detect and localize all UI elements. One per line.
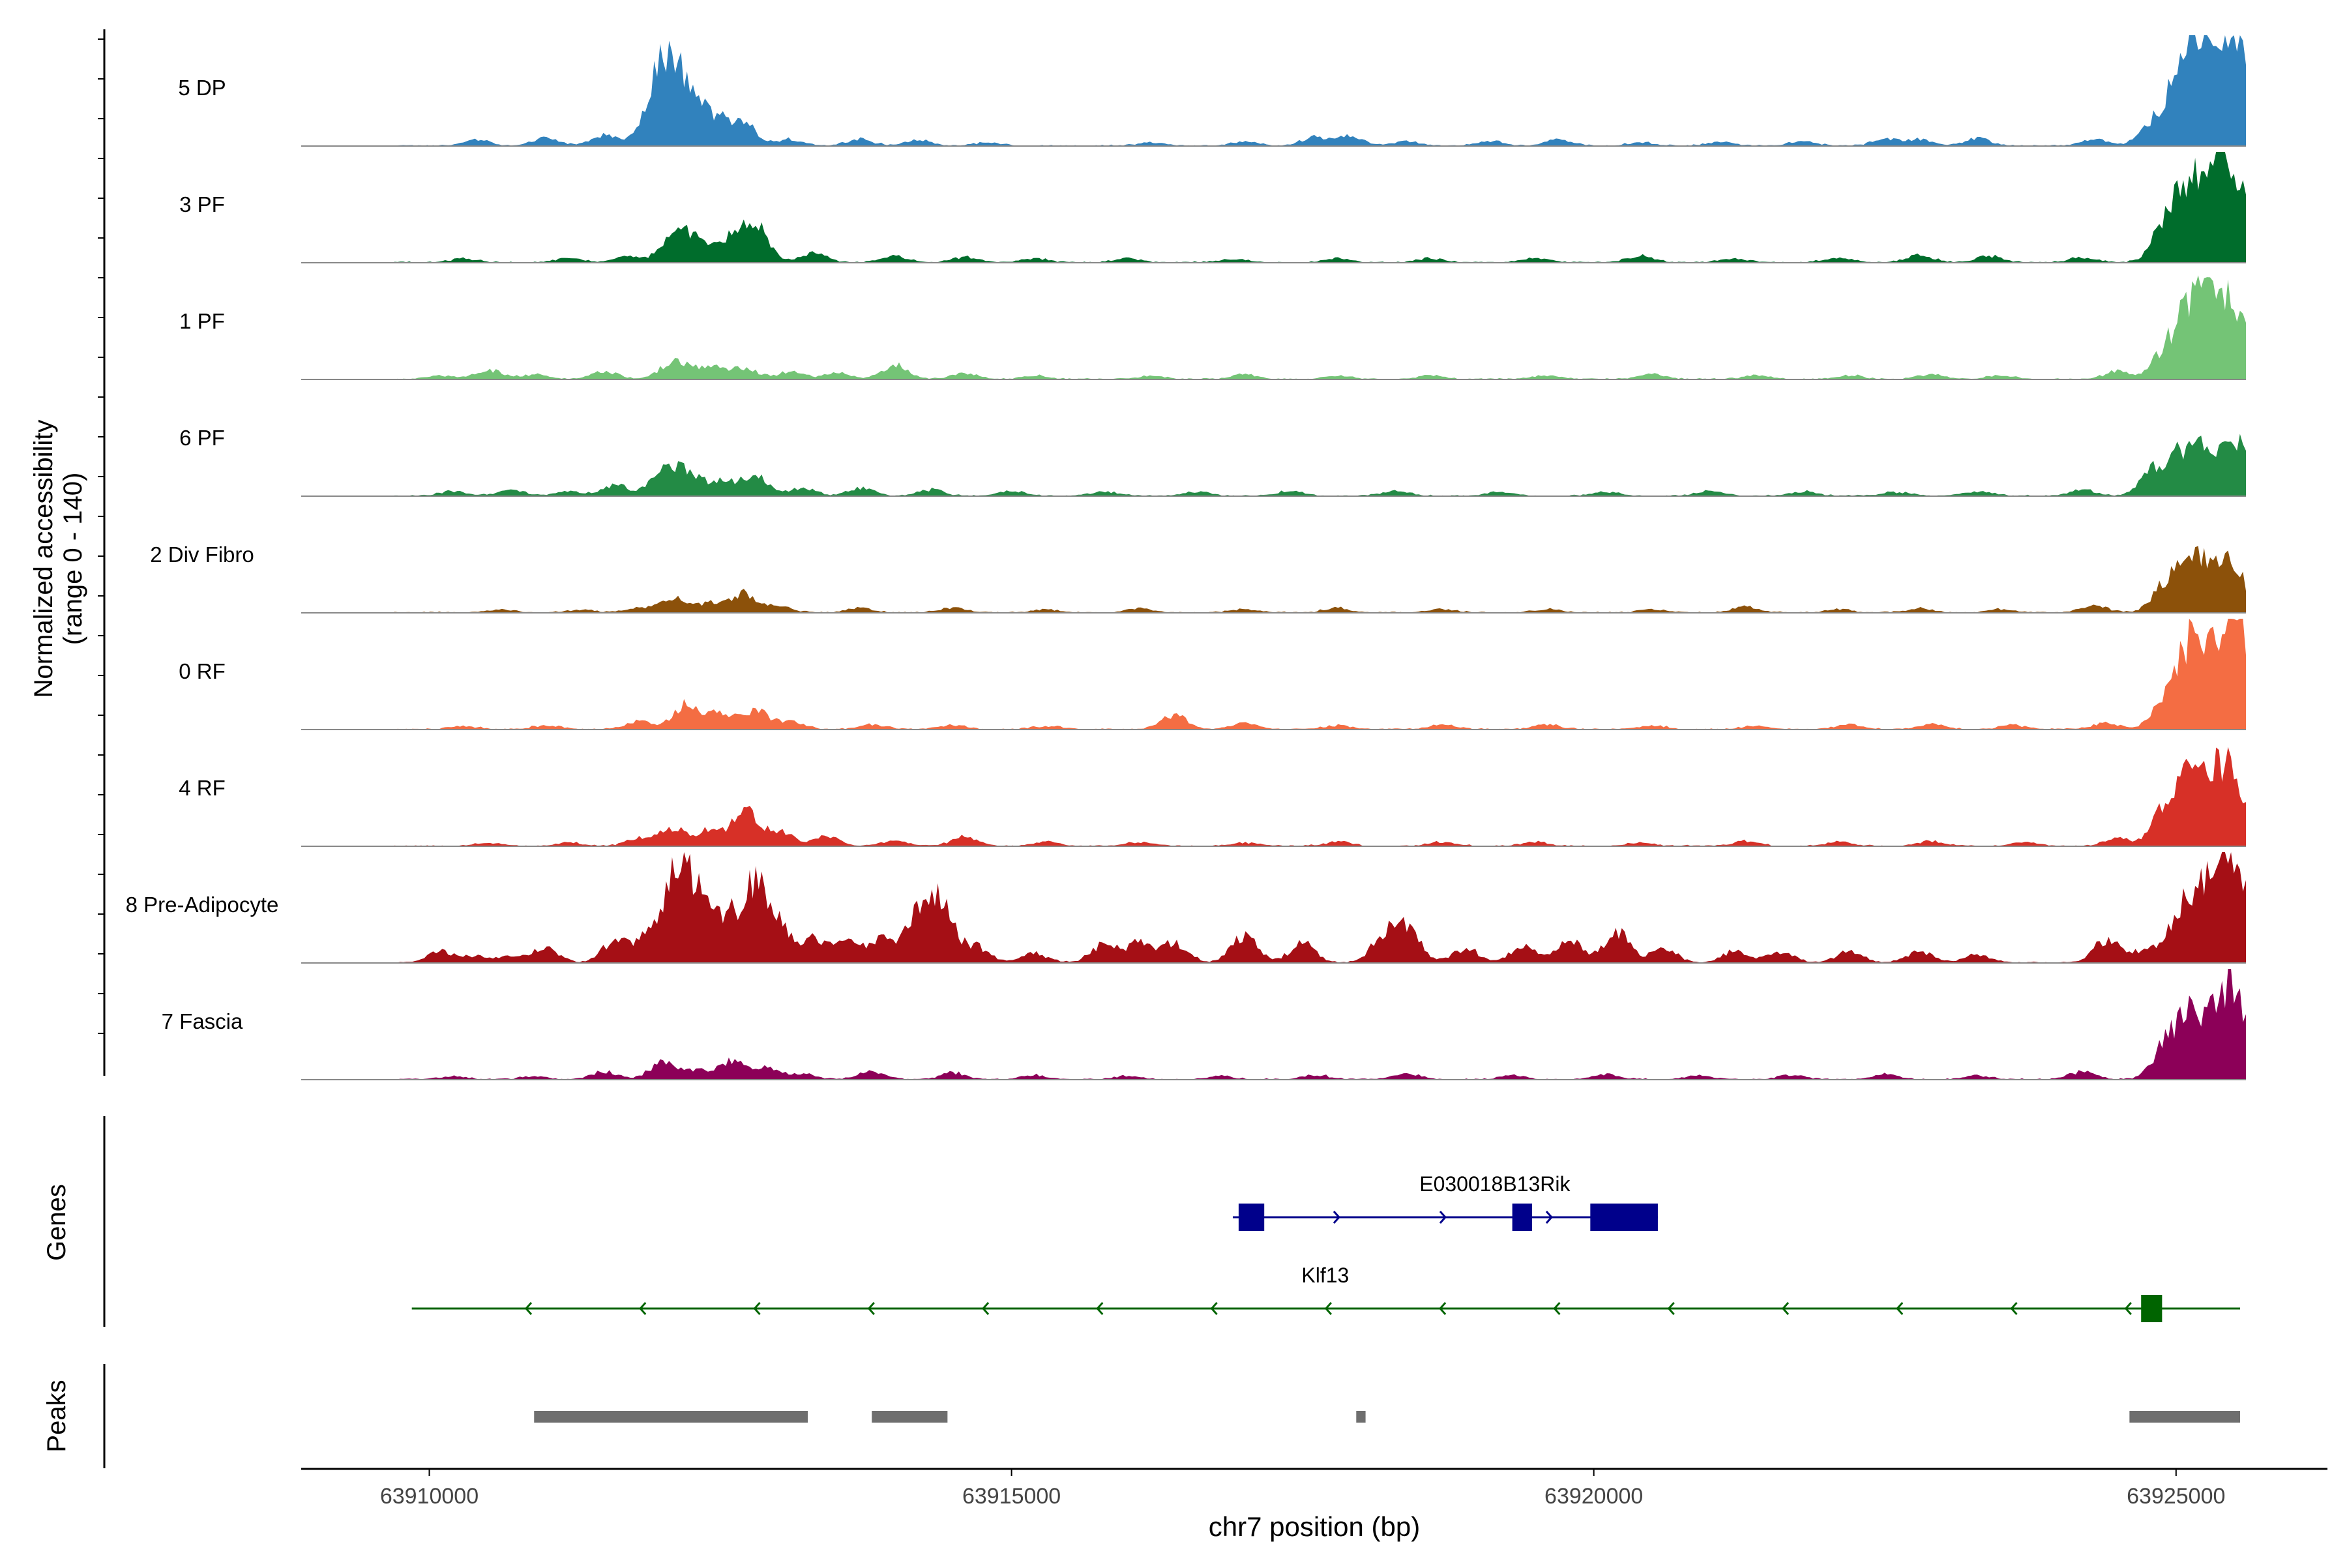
track-label: 2 Div Fibro: [150, 542, 254, 567]
x-tick-label: 63920000: [1544, 1484, 1643, 1509]
gene-exon: [2141, 1295, 2162, 1322]
track-label: 1 PF: [179, 309, 225, 333]
strand-arrow: [1553, 1302, 1561, 1315]
track-7-fascia: 7 Fascia: [162, 969, 2247, 1080]
strand-arrow: [1781, 1302, 1790, 1315]
x-axis-label: chr7 position (bp): [1209, 1511, 1421, 1542]
strand-arrow: [2124, 1302, 2132, 1315]
strand-arrow: [1210, 1302, 1218, 1315]
coverage-area-2-div-fibro: [394, 546, 2247, 613]
gene-label: Klf13: [1301, 1264, 1349, 1287]
coverage-area-5-dp: [394, 35, 2247, 146]
track-label: 3 PF: [179, 192, 225, 216]
coverage-area-3-pf: [394, 152, 2247, 263]
coverage-area-8-pre-adipocyte: [394, 852, 2247, 963]
gene-exon: [1238, 1204, 1265, 1231]
gene-annotations: E030018B13Rik Klf13: [411, 1172, 2241, 1322]
strand-arrow: [867, 1302, 875, 1315]
peak-region: [2129, 1411, 2241, 1423]
x-tick-label: 63915000: [962, 1484, 1061, 1509]
track-label: 6 PF: [179, 426, 225, 450]
strand-arrow: [1439, 1302, 1447, 1315]
x-tick-label: 63925000: [2127, 1484, 2225, 1509]
track-1-pf: 1 PF: [179, 275, 2247, 380]
strand-arrow: [1896, 1302, 1904, 1315]
track-6-pf: 6 PF: [179, 426, 2247, 497]
coverage-area-4-rf: [394, 747, 2247, 846]
gene-e030018b13rik: E030018B13Rik: [1232, 1172, 1658, 1231]
strand-arrow: [1096, 1302, 1104, 1315]
strand-arrow: [753, 1302, 761, 1315]
track-label: 8 Pre-Adipocyte: [126, 893, 279, 917]
track-0-rf: 0 RF: [179, 619, 2247, 730]
strand-arrow: [1324, 1302, 1332, 1315]
peak-region: [872, 1411, 948, 1423]
coverage-area-0-rf: [394, 619, 2247, 730]
track-8-pre-adipocyte: 8 Pre-Adipocyte: [126, 852, 2247, 964]
y-axis-label: Normalized accessibility: [29, 420, 58, 698]
genes-axis-label: Genes: [42, 1184, 71, 1261]
strand-arrow: [1667, 1302, 1675, 1315]
coverage-y-ticks: [98, 38, 104, 1034]
strand-arrow: [1439, 1211, 1447, 1224]
track-3-pf: 3 PF: [179, 152, 2247, 263]
y-axis-range-label: (range 0 - 140): [59, 473, 87, 645]
gene-klf13: Klf13: [411, 1264, 2241, 1322]
gene-exon: [1512, 1204, 1533, 1231]
peaks-axis-label: Peaks: [42, 1380, 71, 1452]
x-tick-label: 63910000: [380, 1484, 479, 1509]
strand-arrow: [524, 1302, 533, 1315]
gene-label: E030018B13Rik: [1419, 1172, 1571, 1196]
coverage-area-1-pf: [394, 275, 2247, 379]
track-label: 4 RF: [179, 776, 226, 800]
peak-region: [534, 1411, 808, 1423]
track-label: 0 RF: [179, 659, 226, 683]
coverage-tracks: 5 DP 3 PF 1 PF 6 PF 2 Div Fibro 0 RF 4 RF 8 Pre…: [126, 35, 2247, 1080]
track-4-rf: 4 RF: [179, 747, 2247, 847]
strand-arrow: [1333, 1211, 1340, 1224]
strand-arrow: [639, 1302, 647, 1315]
peak-regions: [534, 1411, 2241, 1423]
coverage-area-6-pf: [394, 434, 2247, 496]
track-label: 7 Fascia: [162, 1009, 243, 1033]
gene-exon: [1590, 1204, 1658, 1231]
track-2-div-fibro: 2 Div Fibro: [150, 542, 2247, 614]
coverage-area-7-fascia: [394, 969, 2247, 1080]
strand-arrow: [2010, 1302, 2018, 1315]
strand-arrow: [982, 1302, 990, 1315]
track-5-dp: 5 DP: [178, 35, 2247, 147]
strand-arrow: [1545, 1211, 1553, 1224]
track-label: 5 DP: [178, 76, 226, 100]
peak-region: [1356, 1411, 1366, 1423]
x-axis-ticks: 63910000 63915000 63920000 63925000: [380, 1469, 2225, 1509]
